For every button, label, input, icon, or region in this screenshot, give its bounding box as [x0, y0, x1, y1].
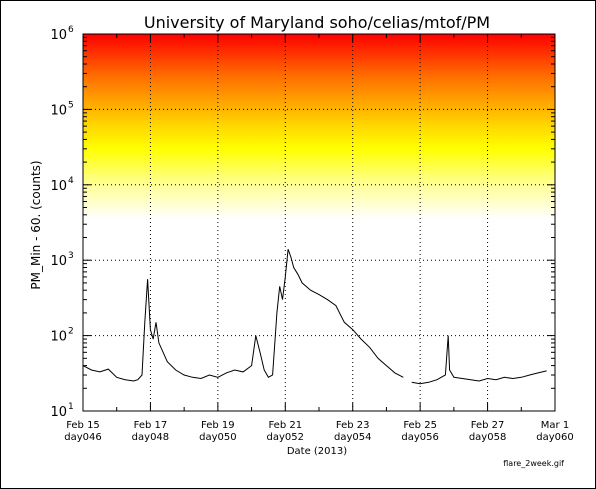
grid-lines [83, 34, 555, 411]
x-tick-label: Feb 19 [201, 420, 235, 431]
x-tick-daylabel: day058 [469, 432, 506, 443]
footer-filename: flare_2week.gif [503, 459, 564, 468]
y-tick-label: 10 [50, 179, 67, 194]
y-tick-exponent: 1 [68, 402, 74, 412]
y-tick-label: 10 [50, 405, 67, 420]
x-tick-daylabel: day046 [64, 432, 101, 443]
y-tick-exponent: 5 [68, 100, 74, 110]
y-tick-label: 10 [50, 330, 67, 345]
x-tick-label: Feb 25 [403, 420, 437, 431]
x-tick-label: Feb 17 [134, 420, 168, 431]
x-tick-label: Feb 27 [471, 420, 505, 431]
x-tick-daylabel: day056 [401, 432, 438, 443]
x-tick-label: Feb 21 [268, 420, 302, 431]
x-tick-daylabel: day048 [132, 432, 169, 443]
x-tick-daylabel: day052 [267, 432, 304, 443]
x-tick-label: Feb 23 [336, 420, 370, 431]
y-tick-label: 10 [50, 103, 67, 118]
series-line [82, 249, 547, 385]
x-tick-daylabel: day050 [199, 432, 236, 443]
y-tick-exponent: 6 [68, 25, 74, 35]
y-tick-exponent: 2 [68, 327, 74, 337]
chart-title: University of Maryland soho/celias/mtof/… [144, 13, 490, 32]
x-tick-daylabel: day060 [536, 432, 573, 443]
x-tick-label: Mar 1 [541, 420, 569, 431]
intensity-gradient-band [83, 34, 555, 220]
x-tick-label: Feb 15 [66, 420, 100, 431]
y-tick-label: 10 [50, 28, 67, 43]
y-tick-exponent: 4 [68, 176, 74, 186]
y-tick-label: 10 [50, 254, 67, 269]
y-tick-exponent: 3 [68, 251, 74, 261]
y-axis-label: PM_Min - 60. (counts) [29, 160, 43, 289]
x-axis-label: Date (2013) [287, 446, 347, 457]
x-tick-daylabel: day054 [334, 432, 371, 443]
